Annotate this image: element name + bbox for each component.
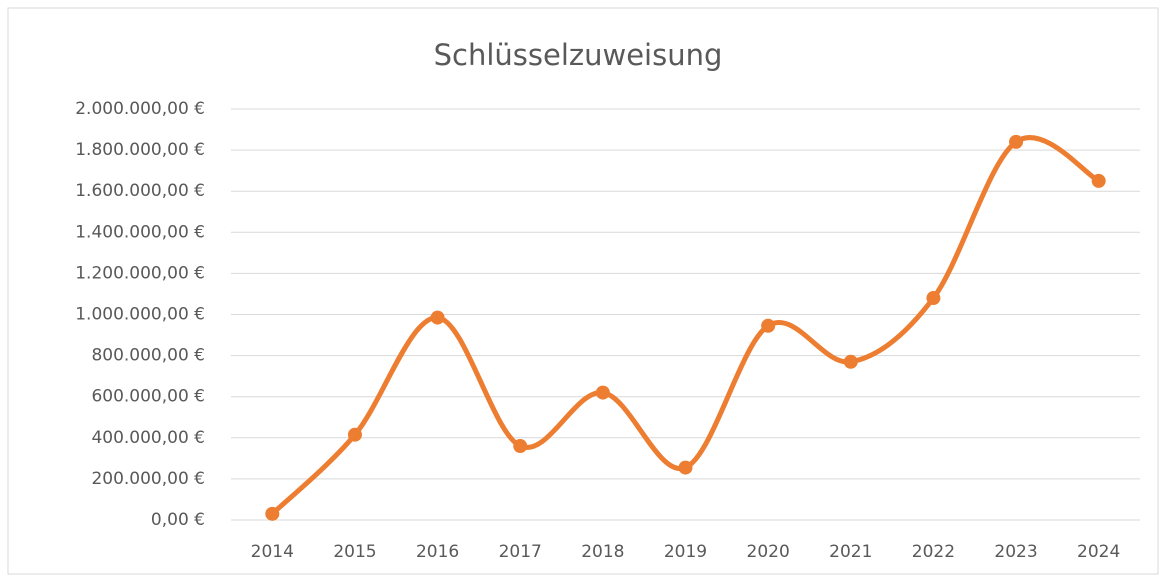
y-tick-label: 800.000,00 €	[91, 346, 205, 366]
y-tick-label: 2.000.000,00 €	[75, 99, 205, 119]
marker	[430, 310, 445, 325]
x-tick-label: 2016	[416, 542, 459, 562]
marker	[347, 427, 362, 442]
x-tick-label: 2024	[1077, 542, 1120, 562]
x-tick-label: 2022	[912, 542, 955, 562]
marker	[513, 439, 528, 454]
x-tick-label: 2019	[664, 542, 707, 562]
y-tick-label: 1.800.000,00 €	[75, 140, 205, 160]
y-tick-label: 1.200.000,00 €	[75, 263, 205, 283]
x-tick-label: 2015	[333, 542, 376, 562]
y-tick-label: 0,00 €	[151, 510, 205, 530]
marker	[843, 354, 858, 369]
marker	[1091, 173, 1106, 188]
y-tick-label: 1.000.000,00 €	[75, 305, 205, 325]
marker	[265, 506, 280, 521]
x-tick-label: 2018	[581, 542, 624, 562]
marker	[1009, 134, 1024, 149]
y-tick-label: 1.600.000,00 €	[75, 181, 205, 201]
chart-border	[7, 7, 1159, 575]
y-tick-label: 400.000,00 €	[91, 428, 205, 448]
x-tick-label: 2020	[747, 542, 790, 562]
x-tick-label: 2023	[994, 542, 1037, 562]
marker	[678, 460, 693, 475]
x-tick-label: 2017	[499, 542, 542, 562]
x-tick-label: 2014	[251, 542, 294, 562]
y-tick-label: 200.000,00 €	[91, 469, 205, 489]
y-tick-label: 1.400.000,00 €	[75, 222, 205, 242]
y-tick-label: 600.000,00 €	[91, 387, 205, 407]
marker	[595, 385, 610, 400]
x-tick-label: 2021	[829, 542, 872, 562]
chart-title: Schlüsselzuweisung	[434, 38, 723, 72]
marker	[926, 291, 941, 306]
marker	[761, 318, 776, 333]
